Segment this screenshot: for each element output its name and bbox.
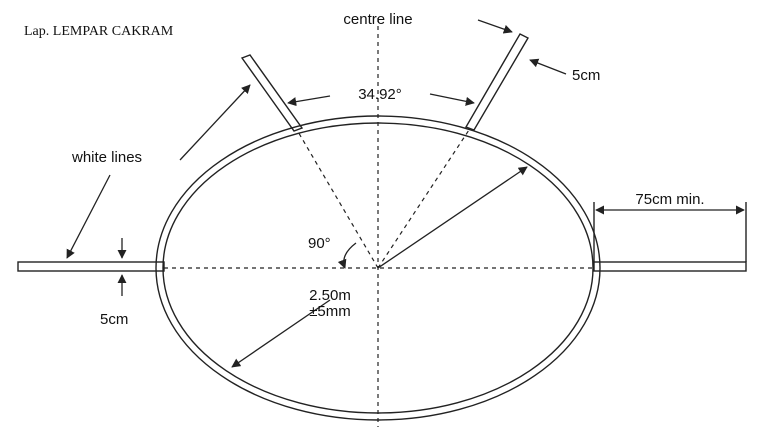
radius-arrow-up [377, 166, 528, 269]
right-white-line [593, 261, 747, 272]
sector-right [377, 129, 470, 269]
white-lines-arrow-a [179, 84, 251, 161]
width-label-left: 5cm [100, 311, 128, 328]
title: Lap. LEMPAR CAKRAM [24, 24, 174, 39]
width-label-top: 5cm [572, 67, 600, 84]
right-angle-label: 90° [308, 235, 331, 252]
radius-arrow-down [231, 299, 331, 368]
sector-left [296, 129, 379, 269]
angle-label: 34.92° [358, 86, 402, 103]
width-arrow-b [529, 58, 567, 75]
right-angle-arc [337, 242, 357, 269]
left-white-line [17, 261, 165, 272]
centre-line-label: centre line [343, 11, 412, 28]
width-arrow-a [477, 19, 513, 34]
left-sector-line [240, 54, 304, 132]
angle-arrow-right [429, 93, 475, 106]
extension-label: 75cm min. [635, 191, 704, 208]
white-lines-label: white lines [71, 149, 142, 166]
tolerance-label: ±5mm [309, 303, 351, 320]
diameter-label: 2.50m [309, 287, 351, 304]
white-lines-arrow-b [66, 174, 111, 259]
right-sector-line [464, 33, 529, 131]
angle-arrow-left [287, 95, 331, 107]
